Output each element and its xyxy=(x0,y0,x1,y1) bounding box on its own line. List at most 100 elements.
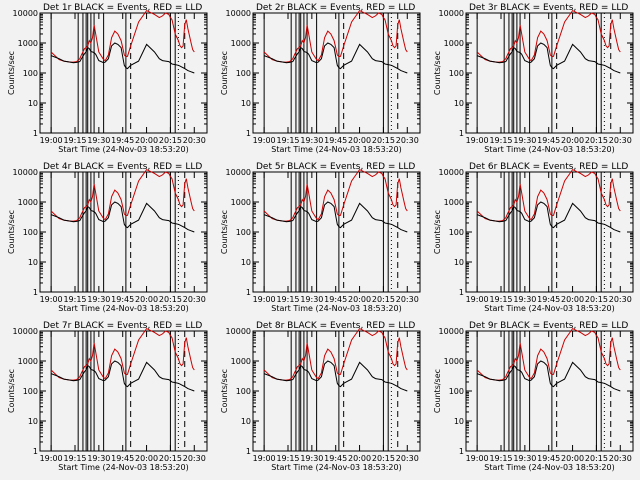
series-events-line xyxy=(50,201,195,233)
panel-title: Det 5r BLACK = Events, RED = LLD xyxy=(256,162,415,172)
y-tick-label: 10 xyxy=(28,99,38,108)
y-tick-label: 100 xyxy=(449,69,464,78)
y-tick-label: 10000 xyxy=(226,168,251,177)
y-tick-label: 10000 xyxy=(439,327,464,336)
x-tick-label: 20:15 xyxy=(159,295,182,304)
y-tick-label: 10000 xyxy=(226,9,251,18)
x-tick-label: 19:15 xyxy=(489,295,512,304)
x-tick-label: 19:00 xyxy=(466,295,489,304)
y-tick-label: 100 xyxy=(23,228,38,237)
x-tick-label: 19:00 xyxy=(253,454,276,463)
x-tick-label: 19:45 xyxy=(111,454,134,463)
x-tick-label: 20:30 xyxy=(609,295,632,304)
x-tick-label: 19:30 xyxy=(300,295,323,304)
series-lld-line xyxy=(263,168,408,222)
plot-frame xyxy=(39,171,208,293)
x-tick-label: 19:45 xyxy=(537,454,560,463)
x-tick-label: 19:30 xyxy=(513,136,536,145)
series-events-line xyxy=(263,42,408,74)
y-tick-label: 1 xyxy=(459,447,464,456)
y-axis-label: Counts/sec xyxy=(220,369,229,413)
x-tick-label: 19:45 xyxy=(537,136,560,145)
y-axis-label: Counts/sec xyxy=(433,369,442,413)
y-tick-label: 10000 xyxy=(439,168,464,177)
x-tick-label: 20:00 xyxy=(135,136,158,145)
plot-frame xyxy=(39,330,208,452)
x-tick-label: 20:30 xyxy=(396,136,419,145)
y-axis-label: Counts/sec xyxy=(220,210,229,254)
y-axis-label: Counts/sec xyxy=(7,210,16,254)
y-tick-label: 1000 xyxy=(231,198,251,207)
y-axis-label: Counts/sec xyxy=(433,210,442,254)
x-tick-label: 20:00 xyxy=(348,454,371,463)
x-axis-label: Start Time (24-Nov-03 18:53:20) xyxy=(484,145,614,154)
plot-frame xyxy=(465,330,634,452)
x-tick-label: 19:15 xyxy=(63,454,86,463)
y-tick-label: 100 xyxy=(236,387,251,396)
plot-frame xyxy=(252,171,421,293)
series-events-line xyxy=(263,360,408,392)
x-tick-label: 19:00 xyxy=(466,454,489,463)
y-tick-label: 1 xyxy=(459,288,464,297)
y-tick-label: 10 xyxy=(241,258,251,267)
x-axis-label: Start Time (24-Nov-03 18:53:20) xyxy=(58,304,188,313)
y-tick-label: 10 xyxy=(454,99,464,108)
series-events-line xyxy=(476,360,621,392)
x-tick-label: 19:00 xyxy=(40,295,63,304)
y-tick-label: 10000 xyxy=(439,9,464,18)
plot-frame xyxy=(465,171,634,293)
x-tick-label: 20:00 xyxy=(348,136,371,145)
y-axis-label: Counts/sec xyxy=(7,51,16,95)
x-tick-label: 20:30 xyxy=(183,136,206,145)
y-tick-label: 1 xyxy=(33,129,38,138)
x-tick-label: 19:30 xyxy=(87,295,110,304)
x-tick-label: 20:00 xyxy=(135,295,158,304)
x-tick-label: 19:45 xyxy=(111,136,134,145)
x-tick-label: 20:15 xyxy=(585,295,608,304)
plot-frame xyxy=(465,12,634,134)
x-tick-label: 19:15 xyxy=(276,136,299,145)
x-tick-label: 19:15 xyxy=(276,454,299,463)
panel-title: Det 9r BLACK = Events, RED = LLD xyxy=(469,321,628,331)
y-tick-label: 1 xyxy=(33,447,38,456)
panel-title: Det 2r BLACK = Events, RED = LLD xyxy=(256,3,415,13)
y-tick-label: 1000 xyxy=(231,357,251,366)
x-tick-label: 19:45 xyxy=(324,136,347,145)
y-tick-label: 10 xyxy=(28,417,38,426)
series-events-line xyxy=(263,201,408,233)
plot-frame xyxy=(39,12,208,134)
series-lld-line xyxy=(476,327,621,381)
x-axis-label: Start Time (24-Nov-03 18:53:20) xyxy=(58,145,188,154)
x-tick-label: 19:15 xyxy=(489,136,512,145)
y-tick-label: 10000 xyxy=(13,9,38,18)
series-lld-line xyxy=(50,168,195,222)
x-tick-label: 20:30 xyxy=(609,454,632,463)
y-tick-label: 10000 xyxy=(13,327,38,336)
panel-title: Det 8r BLACK = Events, RED = LLD xyxy=(256,321,415,331)
y-tick-label: 1 xyxy=(459,129,464,138)
x-tick-label: 19:45 xyxy=(324,454,347,463)
x-tick-label: 19:30 xyxy=(513,295,536,304)
series-events-line xyxy=(476,201,621,233)
x-tick-label: 19:15 xyxy=(276,295,299,304)
series-lld-line xyxy=(263,9,408,63)
panel-title: Det 6r BLACK = Events, RED = LLD xyxy=(469,162,628,172)
y-tick-label: 1000 xyxy=(444,39,464,48)
y-tick-label: 10 xyxy=(28,258,38,267)
panel-title: Det 3r BLACK = Events, RED = LLD xyxy=(469,3,628,13)
x-tick-label: 19:15 xyxy=(63,136,86,145)
x-tick-label: 20:15 xyxy=(372,454,395,463)
y-axis-label: Counts/sec xyxy=(220,51,229,95)
y-tick-label: 100 xyxy=(236,228,251,237)
x-tick-label: 19:30 xyxy=(87,136,110,145)
x-tick-label: 19:30 xyxy=(87,454,110,463)
x-tick-label: 19:15 xyxy=(489,454,512,463)
x-tick-label: 20:15 xyxy=(585,136,608,145)
x-tick-label: 20:30 xyxy=(396,454,419,463)
x-tick-label: 20:15 xyxy=(372,136,395,145)
x-tick-label: 19:30 xyxy=(513,454,536,463)
x-tick-label: 20:30 xyxy=(396,295,419,304)
x-tick-label: 19:30 xyxy=(300,136,323,145)
y-tick-label: 1000 xyxy=(444,198,464,207)
